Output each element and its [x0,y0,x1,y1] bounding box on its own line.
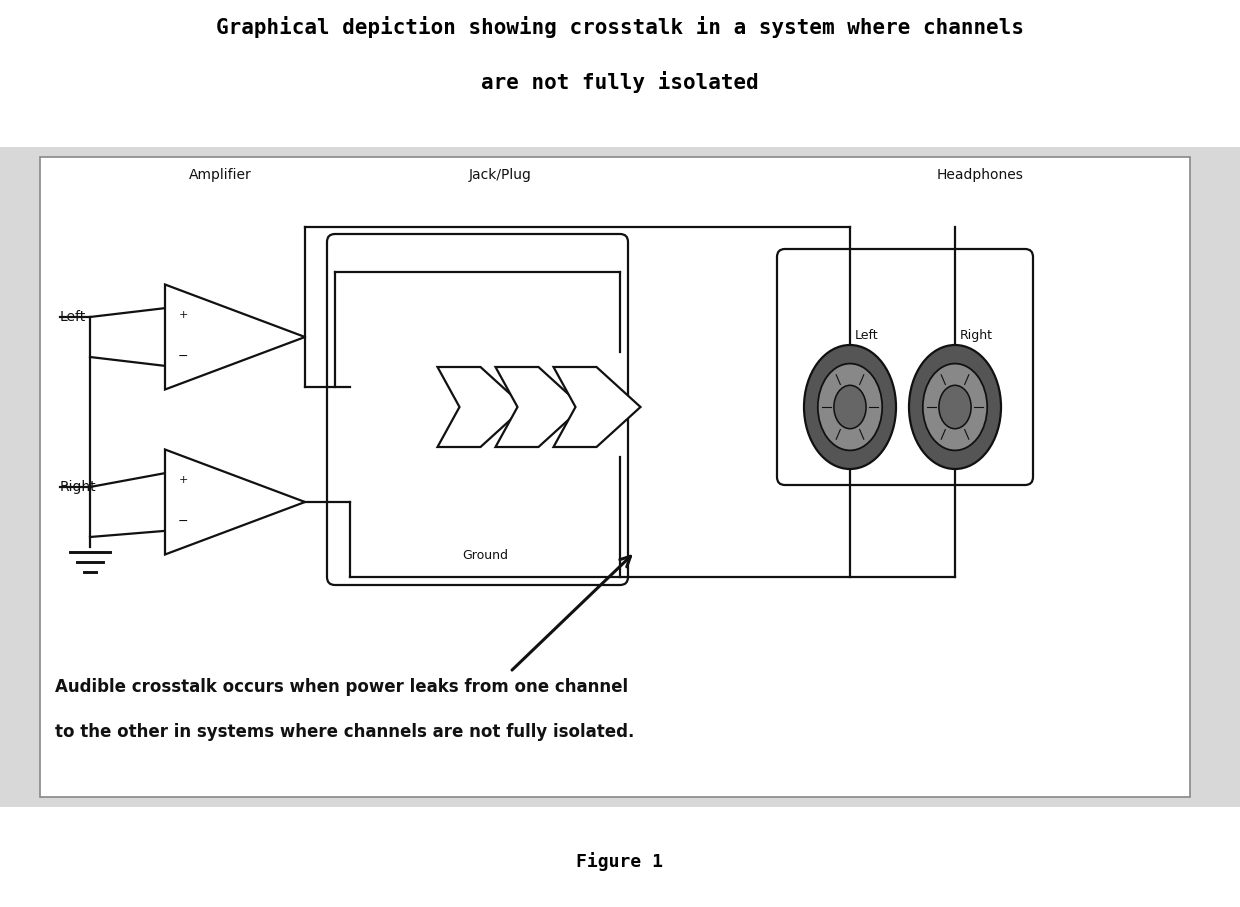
Ellipse shape [939,385,971,429]
Polygon shape [438,367,525,447]
Polygon shape [553,367,641,447]
Text: to the other in systems where channels are not fully isolated.: to the other in systems where channels a… [55,723,635,741]
Text: Headphones: Headphones [936,168,1023,182]
Text: Right: Right [960,329,993,342]
Text: Audible crosstalk occurs when power leaks from one channel: Audible crosstalk occurs when power leak… [55,678,629,696]
FancyBboxPatch shape [40,157,1190,797]
Text: −: − [177,350,188,363]
Polygon shape [496,367,583,447]
Ellipse shape [804,345,897,469]
Text: are not fully isolated: are not fully isolated [481,71,759,93]
FancyBboxPatch shape [0,807,1240,907]
Ellipse shape [833,385,866,429]
Polygon shape [165,450,305,554]
Text: Ground: Ground [463,549,508,562]
Text: Jack/Plug: Jack/Plug [469,168,532,182]
FancyBboxPatch shape [0,0,1240,147]
Text: +: + [179,474,187,484]
Polygon shape [165,285,305,389]
Text: +: + [179,309,187,319]
Text: Amplifier: Amplifier [188,168,252,182]
Ellipse shape [818,364,882,451]
Text: Graphical depiction showing crosstalk in a system where channels: Graphical depiction showing crosstalk in… [216,16,1024,38]
Text: −: − [177,515,188,528]
Text: Figure 1: Figure 1 [577,853,663,872]
Text: Left: Left [856,329,879,342]
Text: Right: Right [60,480,97,494]
Ellipse shape [909,345,1001,469]
Ellipse shape [923,364,987,451]
Text: Left: Left [60,310,87,324]
